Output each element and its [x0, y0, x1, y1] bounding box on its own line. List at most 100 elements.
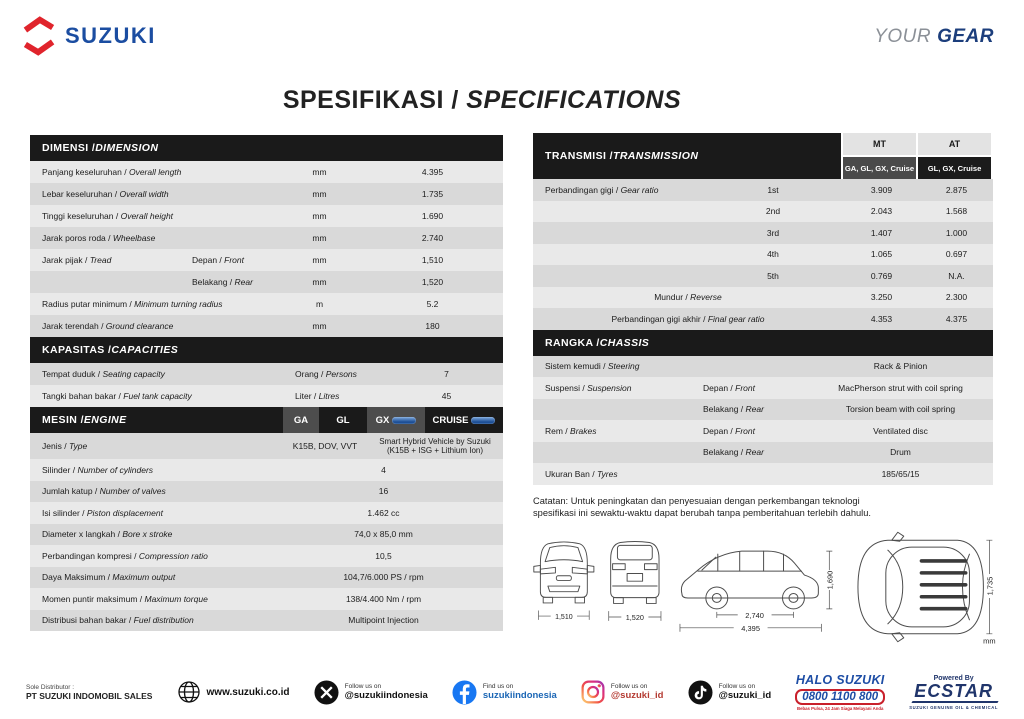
halo-suzuki-block[interactable]: HALO SUZUKI 0800 1100 800 Bebas Pulsa, 2…: [795, 673, 886, 711]
tagline-gear: GEAR: [937, 26, 994, 47]
row-value: Torsion beam with coil spring: [845, 404, 956, 415]
x-handle: @suzukiindonesia: [344, 690, 428, 701]
grade-gl: GL: [336, 414, 350, 426]
section-dimension-header: DIMENSI / DIMENSION: [30, 135, 503, 161]
instagram-link[interactable]: Follow us on @suzuki_id: [581, 680, 663, 704]
row-label: Daya Maksimum / Maximum output: [42, 572, 176, 583]
at-value: 1.000: [920, 222, 993, 244]
row-unit: mm: [312, 255, 327, 265]
x-social-link[interactable]: Follow us on @suzukiindonesia: [314, 679, 428, 705]
car-rear-diagram: 1,520: [608, 541, 662, 622]
row-label: Sistem kemudi / Steering: [545, 361, 640, 372]
table-row: 3rd 1.407 1.000: [533, 222, 993, 244]
table-row: Perbandingan gigi akhir / Final gear rat…: [533, 308, 993, 330]
row-value: 74,0 x 85,0 mm: [354, 529, 413, 540]
row-label: Tangki bahan bakar / Fuel tank capacity: [42, 391, 192, 401]
website-link[interactable]: www.suzuki.co.id: [177, 680, 290, 704]
row-value: 10,5: [375, 550, 392, 561]
row-value: 4.395: [421, 167, 444, 177]
halo-suzuki-tagline: Bebas Pulsa, 24 Jam Siaga Melayani Anda: [797, 706, 884, 711]
row-unit: mm: [312, 321, 327, 331]
ecstar-powered-by: Powered By: [933, 674, 974, 682]
dimension-diagrams: 1,510 1,520 2,740 4,39: [531, 528, 997, 646]
tiktok-handle: @suzuki_id: [718, 690, 772, 701]
table-row: Diameter x langkah / Bore x stroke 74,0 …: [30, 523, 503, 545]
row-value: Drum: [890, 447, 911, 458]
transmission-col-mt: MT GA, GL, GX, Cruise: [843, 133, 916, 179]
row-label: Perbandingan kompresi / Compression rati…: [42, 550, 208, 561]
tiktok-link[interactable]: Follow us on @suzuki_id: [688, 679, 772, 705]
instagram-icon: [581, 680, 605, 704]
row-label: Jumlah katup / Number of valves: [42, 486, 166, 497]
mt-value: 1.407: [845, 222, 918, 244]
facebook-link[interactable]: Find us on suzukiindonesia: [452, 679, 557, 705]
diagram-unit: mm: [983, 637, 995, 646]
at-value: 0.697: [920, 243, 993, 265]
transmission-heading: TRANSMISI / TRANSMISSION: [533, 133, 841, 179]
table-row: Jarak terendah / Ground clearance mm 180: [30, 315, 503, 337]
suzuki-s-mark-icon: [23, 16, 55, 56]
ecstar-logo: ECSTAR: [914, 680, 993, 701]
overall-height-value: 1,690: [826, 571, 835, 590]
wheelbase-value: 2,740: [746, 611, 765, 620]
row-sublabel: Depan / Front: [703, 382, 755, 393]
row-unit: mm: [312, 277, 327, 287]
row-value: 7: [444, 369, 449, 379]
table-row: Perbandingan kompresi / Compression rati…: [30, 545, 503, 567]
distributor-block: Sole Distributor : PT SUZUKI INDOMOBIL S…: [26, 684, 152, 701]
ecstar-block: Powered By ECSTAR SUZUKI GENUINE OIL & C…: [909, 674, 999, 710]
table-row: Tempat duduk / Seating capacity Orang / …: [30, 363, 503, 385]
mt-grades: GA, GL, GX, Cruise: [843, 157, 916, 179]
row-sublabel: Belakang / Rear: [703, 404, 764, 415]
gear-label: 1st: [767, 184, 779, 195]
row-value: 45: [441, 391, 452, 401]
row-value: 4: [381, 464, 386, 475]
row-value: 1,510: [421, 255, 444, 265]
table-row: Momen puntir maksimum / Maximum torque 1…: [30, 588, 503, 610]
row-label: Momen puntir maksimum / Maximum torque: [42, 593, 208, 604]
engine-type-standard: K15B, DOV, VVT: [292, 441, 358, 451]
left-column: DIMENSI / DIMENSION Panjang keseluruhan …: [30, 135, 503, 631]
facebook-icon: [452, 679, 477, 705]
row-value: 1.462 cc: [367, 507, 400, 518]
facebook-pre-text: Find us on: [482, 683, 514, 690]
row-value: 1.690: [421, 211, 444, 221]
table-row: Suspensi / Suspension Depan / Front MacP…: [533, 377, 993, 399]
row-value: 185/65/15: [881, 468, 920, 479]
gear-label: 5th: [767, 270, 779, 281]
x-twitter-icon: [314, 679, 339, 705]
halo-suzuki-title: HALO SUZUKI: [795, 673, 885, 687]
gear-label: Perbandingan gigi akhir / Final gear rat…: [611, 313, 765, 324]
row-unit: mm: [312, 189, 327, 199]
table-row: Isi silinder / Piston displacement 1.462…: [30, 502, 503, 524]
instagram-pre-text: Follow us on: [610, 683, 648, 690]
row-label: Tinggi keseluruhan / Overall height: [42, 211, 174, 221]
footer: Sole Distributor : PT SUZUKI INDOMOBIL S…: [0, 668, 1024, 716]
row-label: Radius putar minimum / Minimum turning r…: [42, 299, 223, 309]
at-label: AT: [918, 133, 991, 155]
row-label: Rem / Brakes: [545, 425, 597, 436]
table-row: Panjang keseluruhan / Overall length mm …: [30, 161, 503, 183]
table-row: Belakang / Rear mm 1,520: [30, 271, 503, 293]
row-label: Jenis / Type: [42, 441, 88, 451]
row-sublabel: Depan / Front: [703, 425, 755, 436]
row-value: 5.2: [426, 299, 439, 309]
row-label: Jarak poros roda / Wheelbase: [42, 233, 156, 243]
facebook-handle: suzukiindonesia: [482, 690, 557, 701]
row-label: Jarak terendah / Ground clearance: [42, 321, 174, 331]
table-row: 5th 0.769 N.A.: [533, 265, 993, 287]
row-sublabel: Depan / Front: [192, 255, 244, 265]
row-label: Suspensi / Suspension: [545, 382, 632, 393]
row-sublabel: Belakang / Rear: [192, 277, 253, 287]
row-unit: mm: [312, 233, 327, 243]
row-unit: mm: [312, 167, 327, 177]
mt-value: 0.769: [845, 265, 918, 287]
car-side-diagram: 2,740 4,395 1,690: [680, 550, 835, 633]
table-row: Tangki bahan bakar / Fuel tank capacity …: [30, 385, 503, 407]
table-row: Perbandingan gigi / Gear ratio 1st 3.909…: [533, 179, 993, 201]
transmission-col-at: AT GL, GX, Cruise: [918, 133, 991, 179]
distributor-name: PT SUZUKI INDOMOBIL SALES: [26, 690, 153, 701]
row-value: 180: [425, 321, 440, 331]
grade-gx-label: GX: [375, 414, 390, 426]
table-row: Lebar keseluruhan / Overall width mm 1.7…: [30, 183, 503, 205]
